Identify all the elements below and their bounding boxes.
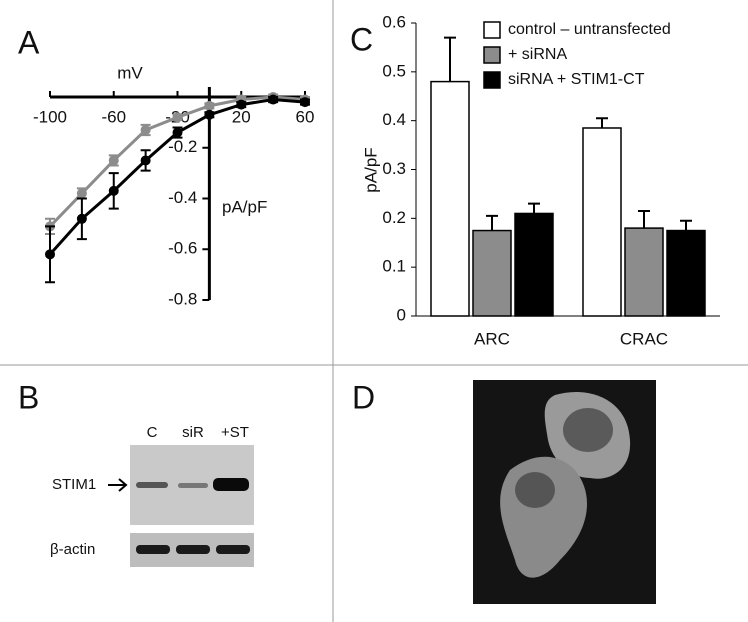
blot-band [213, 478, 249, 491]
y-tick-label: -0.4 [168, 188, 197, 207]
y-tick-label: -0.8 [168, 289, 197, 308]
y-tick-label: 0.6 [382, 12, 406, 31]
y-tick-label: 0.2 [382, 208, 406, 227]
data-point [76, 188, 87, 199]
data-point [204, 100, 215, 111]
error-bar [486, 214, 498, 231]
error-bar [444, 36, 456, 82]
lane-label: C [147, 424, 158, 441]
legend-label: siRNA + STIM1-CT [508, 71, 645, 88]
y-tick-label: -0.2 [168, 137, 197, 156]
blot-band [176, 545, 210, 554]
bar [624, 227, 664, 317]
blot-band [136, 545, 170, 554]
y-tick-label: -0.6 [168, 239, 197, 258]
legend-label: + siRNA [508, 46, 567, 63]
legend-label: control – untransfected [508, 21, 671, 38]
error-bar [680, 219, 692, 231]
data-point [236, 99, 247, 110]
x-tick-label: 20 [232, 107, 251, 126]
y-tick-label: 0.5 [382, 61, 406, 80]
legend-swatch [483, 71, 501, 89]
error-bar [596, 117, 608, 128]
x-axis-label: mV [117, 63, 143, 82]
blot-band [178, 483, 208, 488]
legend-swatch [483, 21, 501, 39]
x-tick-label: -60 [101, 107, 126, 126]
panel-label: D [352, 379, 375, 415]
data-point [140, 155, 151, 166]
y-axis-label: pA/pF [222, 197, 267, 216]
y-tick-label: 0.4 [382, 110, 406, 129]
y-tick-label: 0.1 [382, 257, 406, 276]
data-point [300, 97, 310, 108]
data-point [140, 124, 151, 135]
panel-label: B [18, 379, 39, 415]
row-label: STIM1 [52, 476, 96, 493]
row-label: β-actin [50, 541, 95, 558]
blot-band [216, 545, 250, 554]
bar [582, 127, 622, 317]
y-axis-label: pA/pF [361, 147, 380, 192]
bar [666, 229, 706, 317]
y-tick-label: 0.3 [382, 159, 406, 178]
data-point [172, 127, 183, 138]
error-bar [528, 202, 540, 214]
blot-band [136, 482, 168, 488]
data-point [76, 213, 87, 224]
data-point [172, 112, 183, 123]
panel-label: A [18, 24, 40, 60]
bar [430, 80, 470, 317]
legend-swatch [483, 46, 501, 64]
panel-label: C [350, 21, 373, 57]
x-tick-label: -100 [33, 107, 67, 126]
nucleus [563, 408, 613, 452]
error-bar [638, 210, 650, 229]
arrow [108, 478, 128, 492]
x-tick-label: 60 [296, 107, 315, 126]
bar [472, 229, 512, 317]
data-point [204, 109, 215, 120]
x-tick-label: ARC [474, 329, 510, 348]
data-point [268, 94, 279, 105]
nucleus [515, 472, 555, 508]
lane-label: +ST [221, 424, 249, 441]
data-point [108, 185, 119, 196]
y-tick-label: 0 [397, 305, 406, 324]
data-point [108, 155, 119, 166]
data-point [45, 249, 55, 260]
lane-label: siR [182, 424, 204, 441]
x-tick-label: CRAC [620, 329, 668, 348]
bar [514, 212, 554, 317]
